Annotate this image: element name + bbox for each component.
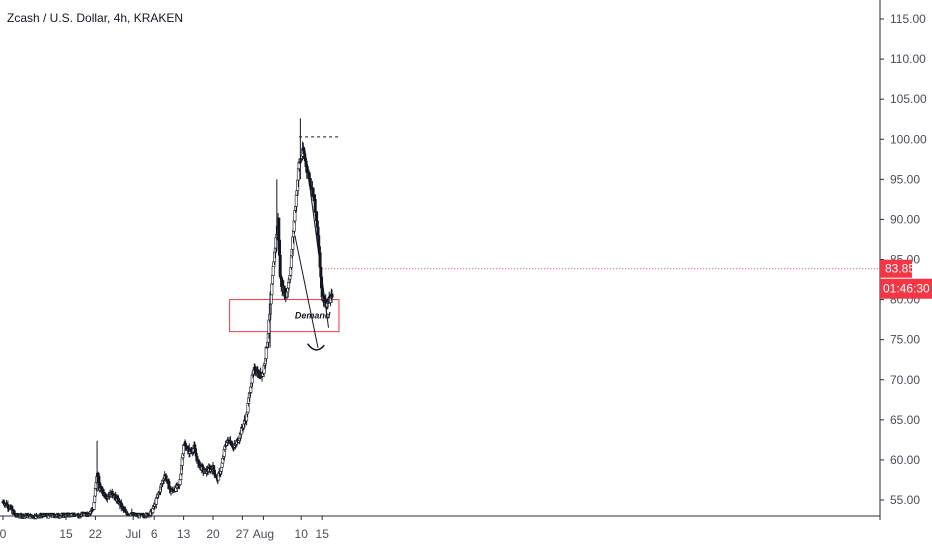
time-tick-label: 27 [236,527,250,541]
price-tick-label: 55.00 [890,493,920,507]
channel-lower-line [294,235,319,348]
candle-body [270,275,274,285]
price-tick-label: 115.00 [890,12,926,26]
time-tick-label: 15 [316,527,330,541]
support-curve [306,343,325,351]
time-tick-label: 0 [0,527,7,541]
candle-body [330,293,334,298]
countdown-label: 01:46:30 [883,282,930,296]
chart-title: Zcash / U.S. Dollar, 4h, KRAKEN [7,11,183,25]
candle-body [313,198,317,213]
candle-body [270,283,274,296]
demand-zone-label: Demand [295,311,331,321]
price-tick-label: 90.00 [890,212,920,226]
drawings-layer [294,136,880,351]
last-price-label: 83.85 [885,262,915,276]
time-tick-label: Aug [253,527,274,541]
time-tick-label: Jul [126,527,141,541]
candle-body [278,254,282,277]
time-axis[interactable]: 0 15 22 Jul 6 13 20 27 Aug 10 15 [0,516,329,541]
candle-body [93,495,97,503]
price-tick-label: 70.00 [890,373,920,387]
price-tick-label: 60.00 [890,453,920,467]
last-price-badge-bg [880,259,912,278]
candle-body [92,501,96,510]
price-tick-label: 95.00 [890,172,920,186]
candle-body [219,466,223,472]
time-tick-label: 15 [59,527,73,541]
candle-body [294,194,298,207]
time-tick-label: 10 [295,527,309,541]
price-tick-label: 100.00 [890,132,927,146]
candle-body [182,445,186,455]
time-tick-label: 20 [206,527,220,541]
countdown-badge: 01:46:30 [880,278,932,299]
candle-body [220,462,224,468]
price-tick-label: 75.00 [890,333,920,347]
candle-body [271,266,275,276]
countdown-badge-bg [880,278,932,299]
time-tick-label: 22 [89,527,103,541]
candle-body [154,497,158,505]
price-tick-label: 110.00 [890,52,926,66]
candle-body [264,346,268,359]
price-tick-label: 105.00 [890,92,927,106]
candle-body [212,465,216,471]
price-tick-label: 65.00 [890,413,920,427]
time-tick-label: 13 [177,527,191,541]
channel-upper-line [304,147,329,328]
last-price-badge: 83.85 [880,259,915,278]
time-tick-label: 6 [151,527,158,541]
price-axis[interactable]: 55.0060.0065.0070.0075.0080.0085.0090.00… [880,12,927,507]
candle-body [194,452,198,457]
